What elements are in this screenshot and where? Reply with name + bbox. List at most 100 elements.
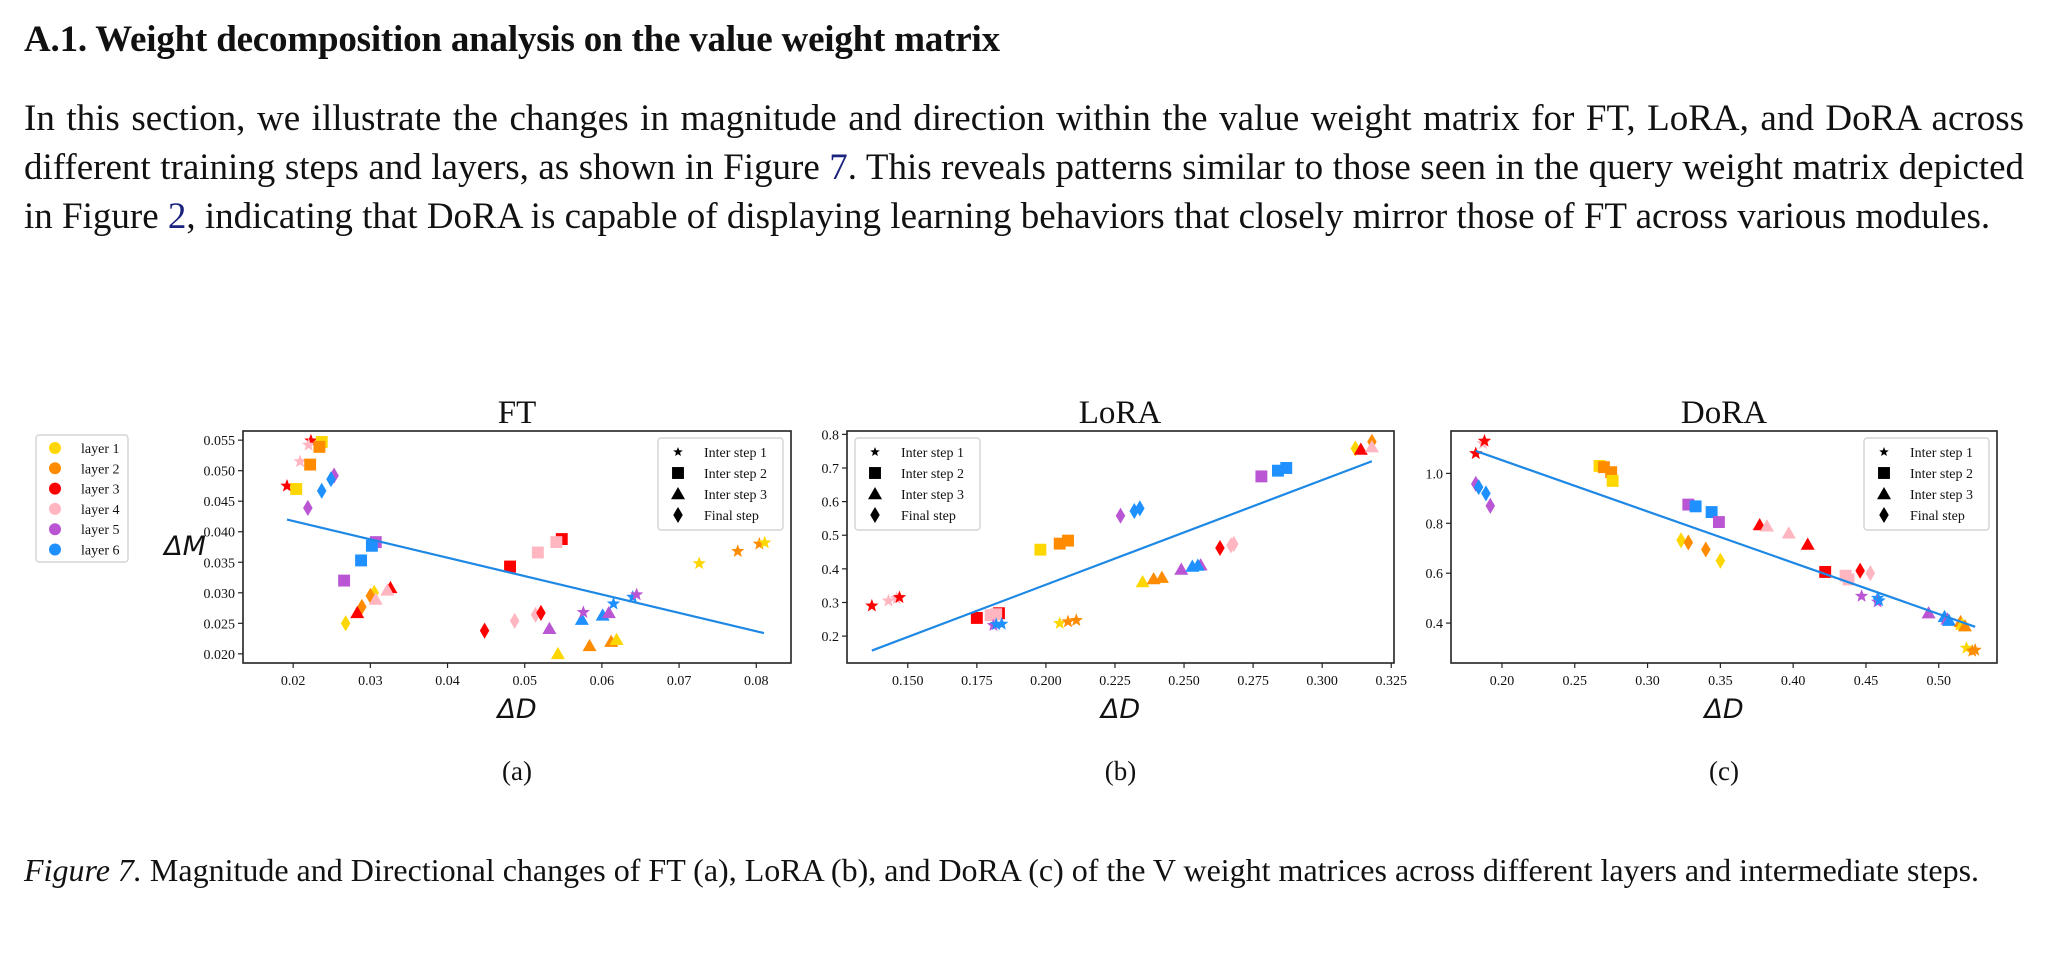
step-legend: Inter step 1 Inter step 2 Inter step 3 Fina… [1863,437,1990,531]
x-tick-label: 0.250 [1168,674,1200,689]
x-tick-label: 0.08 [744,674,769,689]
point-layer5-step2 [1682,498,1695,511]
triangle-icon [1877,487,1891,500]
point-layer6-step1 [626,590,640,603]
paragraph-text-2: . This reveals patterns similar to those… [24,147,2024,237]
point-layer4-step2 [990,608,1003,621]
star-icon [673,447,683,457]
y-tick-label: 1.0 [1426,467,1444,482]
x-tick-label: 0.50 [1927,674,1952,689]
x-axis-label: ΔD [1702,694,1743,725]
point-layer5-step2 [338,574,351,587]
point-layer4-step2 [1842,573,1855,586]
x-tick-label: 0.225 [1099,674,1131,689]
x-tick-label: 0.30 [1635,674,1660,689]
point-layer4-step3 [1364,440,1379,453]
point-layer1-step3 [609,632,624,646]
step-legend: Inter step 1 Inter step 2 Inter step 3 Fina… [854,437,981,531]
point-layer3-step1 [865,598,879,612]
y-tick-label: 0.055 [204,434,236,449]
x-tick-label: 0.300 [1306,674,1338,689]
point-layer1-step3 [550,646,565,660]
chart-dora: DoRA 0.20 0.25 0.30 0.35 0.40 0.45 0.50 0.4 0.6 0.… [1426,395,1998,786]
subfigure-label: (b) [1105,756,1136,786]
point-layer3-step4 [536,604,546,621]
point-layer6-step3 [1941,613,1956,626]
legend-label: Final step [704,509,759,524]
caption-text: Magnitude and Directional changes of FT … [141,852,1980,888]
point-layer2-step3 [1154,570,1169,583]
point-layer3-step4 [479,622,490,639]
point-layer1-step3 [1135,574,1150,588]
point-layer3-step2 [1819,565,1832,578]
point-layer2-step2 [1597,461,1610,474]
point-layer6-step1 [989,617,1003,630]
y-tick-label: 0.030 [204,587,236,602]
legend-box [854,437,981,531]
legend-label: Inter step 1 [704,446,767,461]
x-tick-label: 0.35 [1708,674,1733,689]
legend-label: Inter step 2 [901,467,964,482]
x-tick-label: 0.325 [1375,674,1407,689]
point-layer6-step4 [1473,479,1484,496]
subfigure-label: (c) [1709,756,1739,786]
star-icon [1879,447,1889,457]
legend-box [657,437,784,531]
point-layer2-step1 [731,544,745,557]
y-tick-label: 0.025 [204,617,236,632]
legend-label: Final step [901,509,956,524]
point-layer6-step2 [1689,500,1702,513]
point-layer6-step2 [355,554,368,567]
legend-box [1863,437,1990,531]
figure-7: layer 1 layer 2 layer 3 layer 4 layer 5 layer… [35,395,1998,786]
point-layer1-step2 [290,483,303,495]
x-tick-label: 0.200 [1030,674,1062,689]
point-layer2-step2 [1605,466,1618,479]
layer-legend-label: layer 5 [81,523,119,538]
point-layer6-step2 [1705,506,1718,519]
point-layer2-step2 [313,440,326,453]
legend-label: Inter step 3 [901,488,964,503]
point-layer4-step3 [1781,526,1796,539]
point-layer4-step2 [550,536,563,549]
point-layer3-step4 [1855,562,1865,579]
x-axis-label: ΔD [1099,694,1140,725]
layer-legend: layer 1 layer 2 layer 3 layer 4 layer 5 layer… [35,434,129,563]
point-layer5-step4 [1470,475,1481,492]
triangle-icon [868,487,882,500]
point-layer1-step4 [1676,532,1686,549]
figure-2-link[interactable]: 2 [167,196,187,237]
point-layer4-step4 [1229,535,1239,553]
point-layer3-step1 [892,590,907,604]
point-layer2-step1 [1069,613,1083,626]
layer-2-swatch [49,462,61,475]
figure-caption: Figure 7. Magnitude and Directional chan… [24,848,2024,893]
point-layer5-step3 [1174,562,1189,575]
point-layer1-step4 [340,615,351,632]
layer-legend-label: layer 1 [81,442,119,457]
paragraph-text-3: , indicating that DoRA is capable of dis… [186,196,1991,237]
y-tick-label: 0.8 [822,428,840,443]
point-layer4-step1 [301,438,316,451]
point-layer4-step4 [530,606,541,623]
point-layer3-step3 [1353,442,1368,455]
figure-7-link[interactable]: 7 [829,147,848,188]
point-layer1-step1 [1959,641,1974,654]
point-layer3-step3 [350,605,365,619]
x-tick-label: 0.25 [1563,674,1588,689]
x-axis-label: ΔD [495,694,536,725]
point-layer1-step1 [758,535,772,549]
point-layer6-step2 [1272,464,1284,477]
legend-label: Final step [1910,509,1965,524]
section-paragraph: In this section, we illustrate the chang… [24,94,2024,241]
point-layer2-step1 [1061,614,1075,628]
point-layer2-step2 [1062,534,1074,547]
point-layer5-step1 [629,587,644,601]
chart-title: DoRA [1681,395,1767,431]
point-layer3-step1 [1477,433,1492,447]
layer-legend-label: layer 4 [81,503,119,518]
layer-6-swatch [49,543,61,556]
point-layer4-step4 [509,612,520,629]
point-layer6-step4 [316,482,327,499]
legend-label: Inter step 3 [1910,488,1973,503]
